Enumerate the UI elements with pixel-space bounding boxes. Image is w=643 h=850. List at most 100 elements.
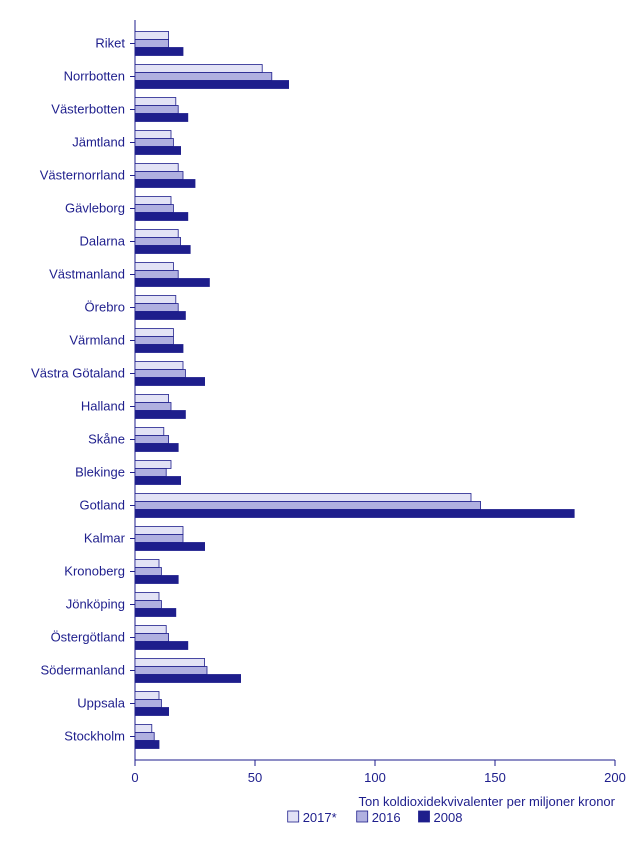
bar — [135, 378, 205, 386]
category-label: Västerbotten — [51, 102, 125, 117]
bar — [135, 32, 169, 40]
legend-swatch — [288, 811, 299, 822]
bar — [135, 700, 161, 708]
category-label: Gotland — [79, 498, 125, 513]
bar — [135, 634, 169, 642]
bar — [135, 444, 178, 452]
bar — [135, 370, 185, 378]
category-label: Halland — [81, 399, 125, 414]
bar — [135, 601, 161, 609]
category-label: Södermanland — [40, 663, 125, 678]
bar — [135, 312, 185, 320]
bar — [135, 296, 176, 304]
category-label: Blekinge — [75, 465, 125, 480]
bar — [135, 197, 171, 205]
bar — [135, 411, 185, 419]
bar — [135, 667, 207, 675]
bar — [135, 345, 183, 353]
bar — [135, 692, 159, 700]
bar — [135, 98, 176, 106]
bar — [135, 73, 272, 81]
bar — [135, 708, 169, 716]
bar — [135, 469, 166, 477]
bar — [135, 403, 171, 411]
x-tick-label: 150 — [484, 770, 506, 785]
x-axis-title: Ton koldioxidekvivalenter per miljoner k… — [358, 794, 615, 809]
bar — [135, 535, 183, 543]
category-label: Värmland — [69, 333, 125, 348]
category-label: Västernorrland — [40, 168, 125, 183]
category-label: Västra Götaland — [31, 366, 125, 381]
bar — [135, 164, 178, 172]
bar — [135, 576, 178, 584]
x-tick-label: 200 — [604, 770, 626, 785]
chart-svg: 0 50 100 150 200 Ton koldioxidekvivalenter pe… — [0, 0, 643, 850]
bar — [135, 741, 159, 749]
category-label: Västmanland — [49, 267, 125, 282]
bar — [135, 147, 181, 155]
bar — [135, 395, 169, 403]
bar — [135, 213, 188, 221]
bar — [135, 337, 173, 345]
bar — [135, 238, 181, 246]
category-label: Stockholm — [64, 729, 125, 744]
legend-label: 2016 — [372, 810, 401, 825]
x-tick-label: 0 — [131, 770, 138, 785]
bar — [135, 626, 166, 634]
bar — [135, 329, 173, 337]
bar — [135, 81, 289, 89]
category-label: Gävleborg — [65, 201, 125, 216]
category-label: Riket — [95, 36, 125, 51]
bar — [135, 114, 188, 122]
legend-swatch — [419, 811, 430, 822]
bar — [135, 48, 183, 56]
bar — [135, 172, 183, 180]
bar — [135, 725, 152, 733]
bar — [135, 560, 159, 568]
category-label: Uppsala — [77, 696, 125, 711]
x-tick-label: 50 — [248, 770, 262, 785]
x-tick-label: 100 — [364, 770, 386, 785]
bar — [135, 659, 205, 667]
bar — [135, 263, 173, 271]
bar — [135, 106, 178, 114]
category-label: Jönköping — [66, 597, 125, 612]
bar — [135, 494, 471, 502]
bar — [135, 40, 169, 48]
bar — [135, 65, 262, 73]
legend-swatch — [357, 811, 368, 822]
category-label: Östergötland — [51, 630, 125, 645]
bar — [135, 230, 178, 238]
bar — [135, 675, 241, 683]
bar — [135, 477, 181, 485]
bar — [135, 436, 169, 444]
legend-label: 2017* — [303, 810, 337, 825]
emissions-bar-chart: 0 50 100 150 200 Ton koldioxidekvivalenter pe… — [0, 0, 643, 850]
bar — [135, 510, 574, 518]
category-label: Kronoberg — [64, 564, 125, 579]
bar — [135, 642, 188, 650]
bar — [135, 543, 205, 551]
bar — [135, 733, 154, 741]
bar — [135, 205, 173, 213]
bar — [135, 180, 195, 188]
bar — [135, 304, 178, 312]
bar — [135, 609, 176, 617]
bar — [135, 246, 190, 254]
bar — [135, 131, 171, 139]
category-label: Norrbotten — [64, 69, 125, 84]
category-label: Skåne — [88, 432, 125, 447]
category-label: Dalarna — [79, 234, 125, 249]
bar — [135, 568, 161, 576]
legend-label: 2008 — [434, 810, 463, 825]
category-label: Jämtland — [72, 135, 125, 150]
bar — [135, 593, 159, 601]
bar — [135, 279, 209, 287]
bar — [135, 362, 183, 370]
bar — [135, 502, 481, 510]
bar — [135, 139, 173, 147]
category-label: Örebro — [85, 300, 125, 315]
bar — [135, 271, 178, 279]
category-label: Kalmar — [84, 531, 126, 546]
bar — [135, 428, 164, 436]
